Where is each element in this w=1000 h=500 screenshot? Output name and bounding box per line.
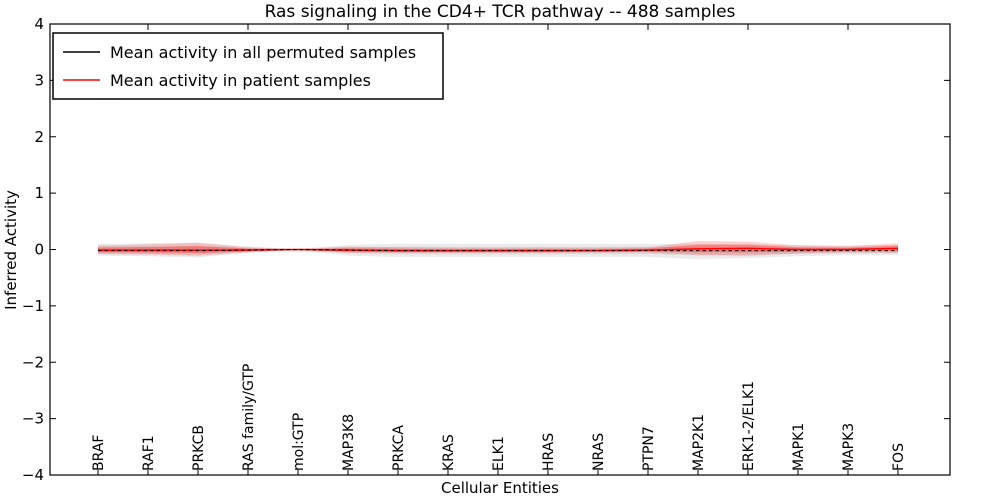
- legend-label-permuted: Mean activity in all permuted samples: [110, 43, 416, 62]
- x-entity-label: RAF1: [141, 435, 157, 471]
- y-tick-label: 1: [34, 184, 44, 202]
- x-entity-label: ELK1: [491, 436, 507, 471]
- x-entity-label: BRAF: [91, 435, 107, 471]
- legend-box: [52, 32, 444, 100]
- y-tick-label: 3: [34, 71, 44, 89]
- x-entity-label: MAP3K8: [341, 414, 357, 471]
- x-entity-label: PRKCB: [191, 425, 207, 471]
- legend-label-patient: Mean activity in patient samples: [110, 71, 371, 90]
- x-entity-label: KRAS: [441, 434, 457, 471]
- x-entity-label: FOS: [891, 443, 907, 471]
- chart-title: Ras signaling in the CD4+ TCR pathway --…: [265, 2, 736, 22]
- y-tick-label: −4: [22, 466, 44, 484]
- x-axis-label: Cellular Entities: [441, 479, 559, 497]
- y-tick-label: 4: [34, 15, 44, 33]
- mean-lines: [98, 247, 899, 252]
- mean-line-0: [98, 248, 898, 252]
- x-entity-label: RAS family/GTP: [241, 364, 257, 471]
- y-tick-label: −2: [22, 353, 44, 371]
- x-entity-labels: BRAF RAF1 PRKCB RAS family/GTP mol:GTP MAP3K8…: [91, 364, 907, 471]
- y-tick-label: 0: [34, 241, 44, 259]
- x-entity-label: MAP2K1: [691, 414, 707, 471]
- y-tick-label: 2: [34, 128, 44, 146]
- x-entity-label: MAPK3: [841, 423, 857, 471]
- x-entity-label: PRKCA: [391, 425, 407, 471]
- band-outer-1: [98, 241, 898, 256]
- y-tick-label: −3: [22, 410, 44, 428]
- legend: Mean activity in all permuted samples Me…: [52, 32, 444, 100]
- x-entity-label: NRAS: [591, 433, 607, 471]
- x-entity-label: HRAS: [541, 433, 557, 471]
- x-entity-label: MAPK1: [791, 423, 807, 471]
- y-tick-label: −1: [22, 297, 44, 315]
- y-axis-label: Inferred Activity: [2, 190, 20, 310]
- axis-ticks: [50, 23, 950, 476]
- x-entity-label: mol:GTP: [291, 413, 307, 471]
- x-entity-label: ERK1-2/ELK1: [741, 381, 757, 471]
- x-entity-label: PTPN7: [641, 426, 657, 471]
- y-tick-labels: 4 3 2 1 0 −1 −2 −3 −4: [22, 15, 44, 484]
